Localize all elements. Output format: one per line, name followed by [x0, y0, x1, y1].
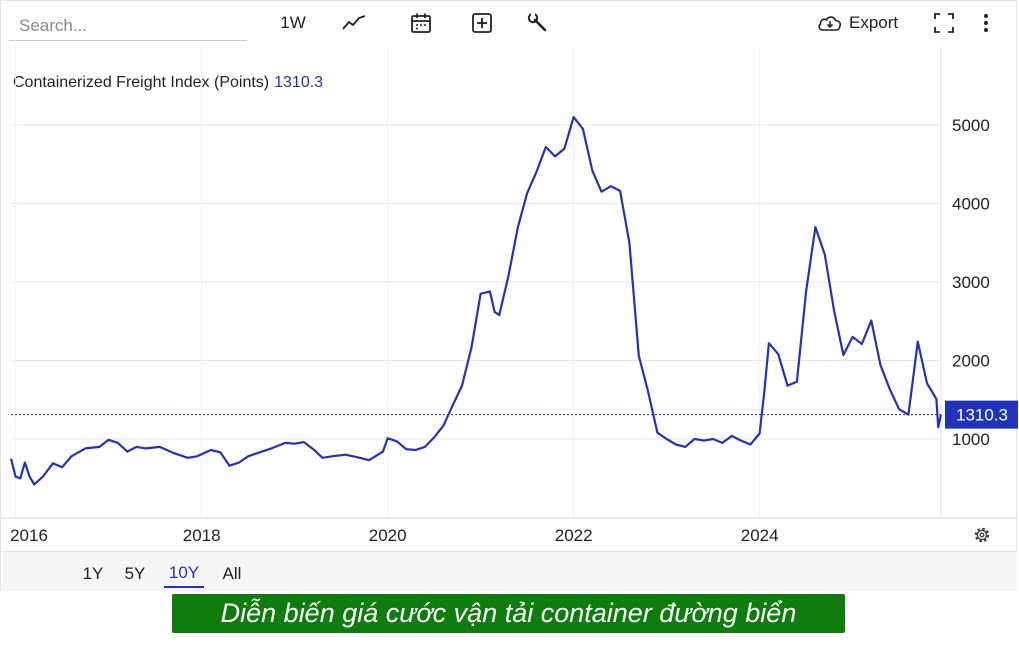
toolbar: 1W	[1, 1, 1018, 47]
chart-last-value: 1310.3	[274, 74, 324, 91]
chart-widget: 1W	[0, 0, 1018, 591]
x-tick-label: 2018	[183, 526, 221, 545]
more-options-button[interactable]	[973, 9, 999, 37]
timeframe-button[interactable]: 1W	[273, 9, 313, 37]
range-button-5y[interactable]: 5Y	[124, 564, 146, 583]
caption-banner: Diễn biến giá cước vận tải container đườ…	[172, 594, 845, 633]
wrench-icon	[527, 12, 547, 32]
chart-title-text: Containerized Freight Index (Points)	[13, 74, 270, 91]
calendar-icon	[411, 13, 431, 33]
fullscreen-button[interactable]	[929, 9, 959, 37]
range-button-all[interactable]: All	[222, 564, 242, 583]
y-tick-label: 3000	[952, 273, 990, 292]
search-input[interactable]	[9, 11, 247, 41]
timeframe-label: 1W	[280, 13, 306, 32]
export-label: Export	[849, 13, 899, 32]
more-vertical-icon	[984, 14, 988, 32]
range-button-1y[interactable]: 1Y	[82, 564, 104, 583]
compare-button[interactable]	[467, 9, 497, 37]
x-tick-label: 2020	[369, 526, 407, 545]
chart-title: Containerized Freight Index (Points) 1310…	[13, 74, 323, 92]
y-tick-label: 5000	[952, 116, 990, 135]
line-chart-icon	[342, 15, 366, 30]
export-button[interactable]: Export	[817, 9, 909, 37]
cloud-download-icon	[818, 16, 842, 31]
line-chart: 1000 2000 3000 4000 5000 2016 2018 2020 2022 2024…	[1, 47, 1018, 545]
last-value-badge	[945, 400, 1018, 429]
y-tick-label: 2000	[952, 352, 990, 371]
range-button-10y[interactable]: 10Y	[164, 560, 204, 588]
gear-icon[interactable]	[974, 527, 990, 543]
plus-box-icon	[472, 13, 492, 33]
chart-type-button[interactable]	[339, 9, 369, 37]
y-tick-label: 4000	[952, 195, 990, 214]
settings-tools-button[interactable]	[523, 9, 553, 37]
x-tick-label: 2016	[10, 526, 48, 545]
range-selector: 1Y 5Y 10Y All	[2, 551, 1017, 591]
date-range-button[interactable]	[406, 9, 436, 37]
x-tick-label: 2022	[555, 526, 593, 545]
fullscreen-icon	[934, 13, 954, 33]
last-value-badge-label: 1310.3	[956, 406, 1008, 425]
series-line	[9, 115, 943, 486]
x-tick-label: 2024	[741, 526, 779, 545]
y-tick-label: 1000	[952, 430, 990, 449]
